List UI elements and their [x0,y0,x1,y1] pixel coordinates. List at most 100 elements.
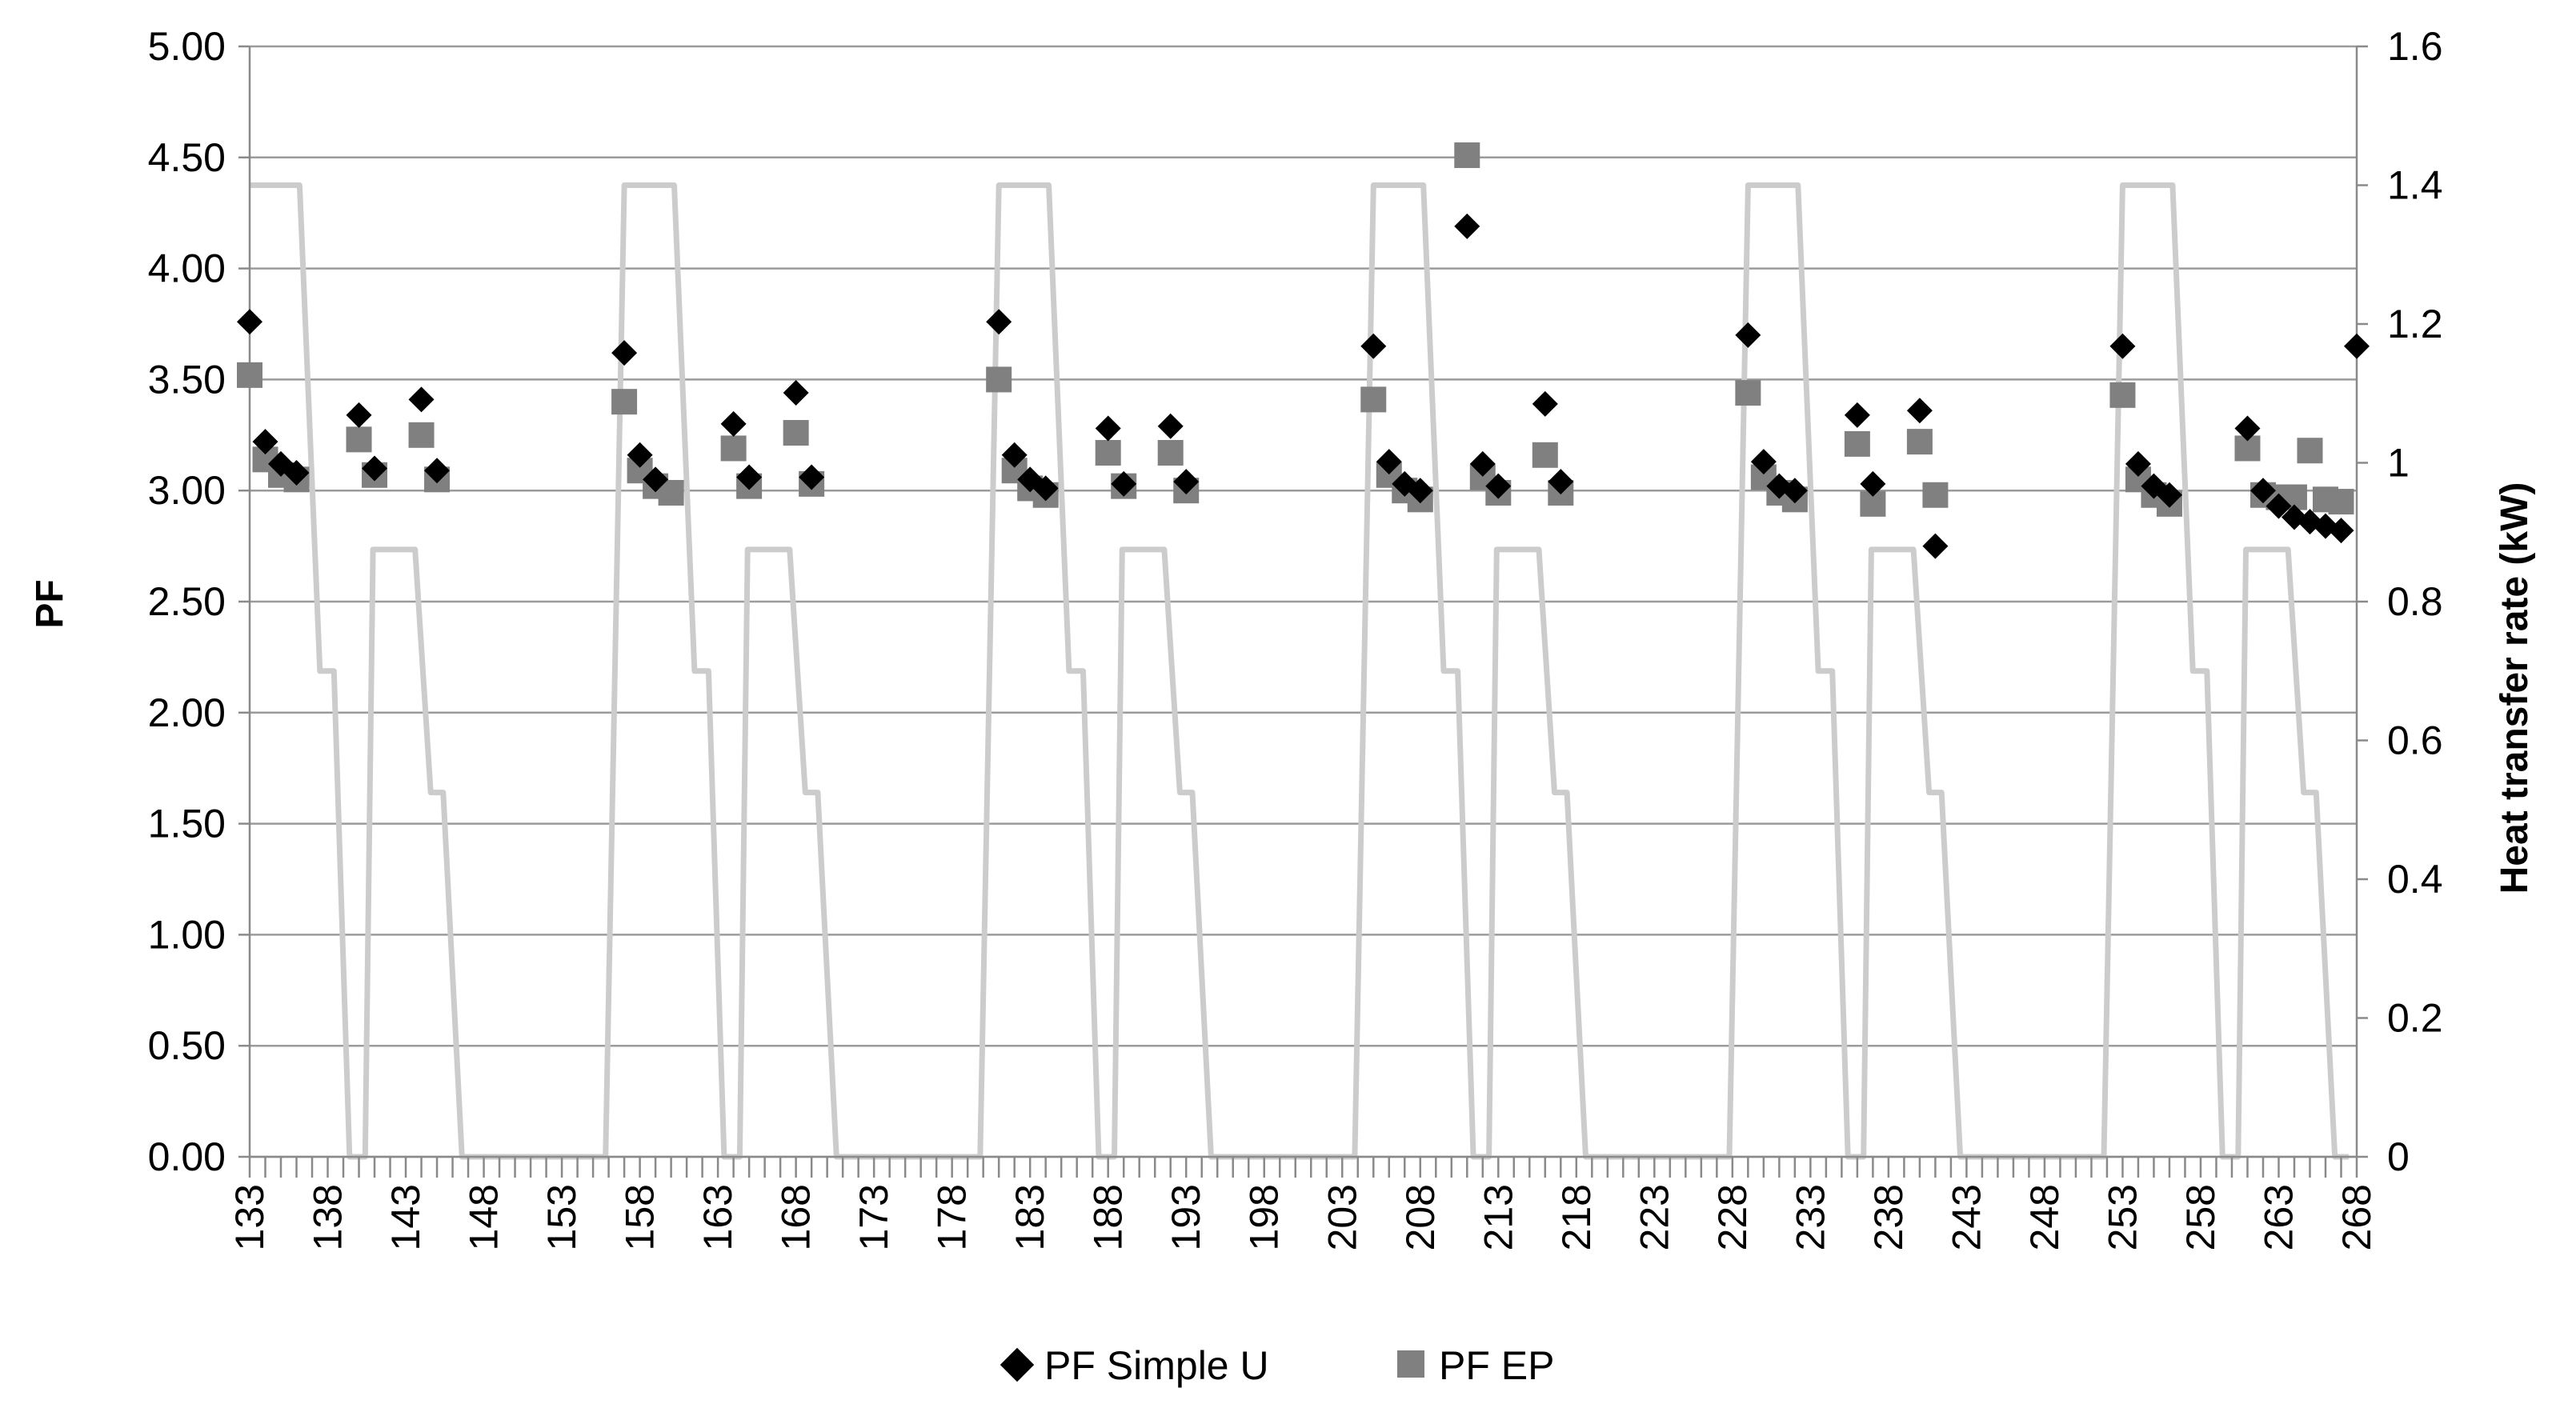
y-tick-label: 0.00 [148,1134,226,1179]
pf-simple-u-point [611,340,638,366]
x-tick-label: 143 [383,1184,428,1250]
pf-ep-point [1360,386,1387,413]
y-tick-label: 5.00 [148,24,226,69]
x-tick-label: 213 [1476,1184,1520,1250]
pf-ep-point [346,426,372,453]
pf-simple-u-point [1407,478,1433,504]
y2-axis-title: Heat transfer rate (kW) [2494,482,2536,894]
pf-simple-u-point [2125,450,2151,477]
pf-simple-u-point [1469,450,1496,477]
pf-ep-point [1454,142,1480,169]
pf-simple-u-point [1095,415,1121,442]
legend-marker-pf-simple-u [1000,1347,1035,1382]
x-tick-label: 168 [774,1184,819,1250]
x-tick-label: 153 [539,1184,584,1250]
pf-ep-point [1095,440,1121,466]
y2-tick-label: 1.6 [2387,24,2443,69]
x-tick-label: 248 [2022,1184,2067,1250]
pf-simple-u-point [1844,402,1870,428]
x-tick-label: 223 [1632,1184,1677,1250]
y2-tick-label: 0 [2387,1134,2410,1179]
x-tick-label: 238 [1866,1184,1911,1250]
pf-simple-u-point [736,464,763,490]
y-tick-label: 3.00 [148,468,226,513]
x-tick-label: 163 [695,1184,740,1250]
pf-simple-u-point [252,429,278,455]
pf-ep-point [2297,438,2323,464]
pf-simple-u-point [1735,322,1761,348]
pf-simple-u-point [986,309,1012,335]
x-tick-label: 253 [2100,1184,2145,1250]
y-tick-label: 4.50 [148,135,226,180]
pf-ep-point [986,366,1012,393]
x-tick-label: 263 [2256,1184,2301,1250]
pf-simple-u-point [2344,333,2370,359]
pf-simple-u-point [1532,390,1558,417]
pf-simple-u-point [1548,469,1574,495]
pf-simple-u-point [783,380,809,406]
y2-tick-label: 0.4 [2387,857,2443,902]
pf-simple-u-point [627,442,653,468]
x-axis-tick-labels: 133 138 143 148 153 158 163 168 173 178 183 188 193 1… [227,1184,2379,1250]
x-tick-label: 208 [1398,1184,1443,1250]
x-tick-label: 258 [2178,1184,2223,1250]
pf-ep-point [408,422,435,448]
pf-ep-point [2109,382,2136,408]
pf-simple-u-point [237,309,262,335]
x-tick-label: 268 [2334,1184,2379,1250]
pf-ep-point [1735,380,1761,406]
pf-simple-u-point [283,459,310,486]
legend: PF Simple U PF EP [1000,1343,1554,1388]
pf-ep-point [2328,489,2354,515]
pf-simple-u-point [1750,449,1777,475]
x-tick-label: 198 [1242,1184,1287,1250]
pf-simple-u-point [424,458,451,484]
pf-simple-u-point [2328,518,2354,544]
x-tick-label: 158 [618,1184,663,1250]
pf-simple-u-point [2249,478,2276,504]
x-tick-label: 138 [306,1184,351,1250]
axes [238,45,2368,1178]
y2-tick-label: 0.8 [2387,579,2443,624]
x-tick-label: 203 [1320,1184,1364,1250]
pf-ep-point [237,362,262,388]
pf-simple-u-point [1860,470,1886,497]
pf-simple-u-point [1111,470,1137,497]
pf-simple-u-point [1922,533,1949,559]
pf-simple-u-point [799,464,825,490]
y2-tick-label: 1 [2387,441,2410,486]
x-tick-label: 188 [1086,1184,1131,1250]
y-tick-label: 2.00 [148,690,226,735]
pf-simple-u-series [237,213,2370,559]
x-tick-label: 243 [1944,1184,1989,1250]
pf-simple-u-point [1485,473,1512,499]
pf-ep-point [720,435,747,462]
x-tick-label: 218 [1554,1184,1599,1250]
pf-simple-u-point [2266,493,2292,519]
legend-label-pf-simple-u: PF Simple U [1044,1343,1269,1388]
x-tick-label: 178 [930,1184,975,1250]
pf-simple-u-point [2156,482,2182,508]
y-tick-label: 2.50 [148,579,226,624]
pf-ep-point [1157,440,1184,466]
x-tick-label: 148 [462,1184,507,1250]
pf-simple-u-point [2234,415,2261,442]
x-tick-label: 183 [1008,1184,1052,1250]
pf-ep-point [1844,430,1870,457]
pf-simple-u-point [1157,413,1184,439]
pf-simple-u-point [362,455,388,482]
pf-ep-point [1922,482,1949,508]
y-axis-title: PF [29,579,71,628]
x-tick-label: 173 [851,1184,896,1250]
pf-simple-u-point [1454,213,1480,239]
pf-simple-u-point [720,410,747,437]
pf-simple-u-point [2109,333,2136,359]
pf-simple-u-point [1032,475,1059,502]
pf-simple-u-point [346,402,372,428]
pf-simple-u-point [1360,333,1387,359]
pf-simple-u-point [408,386,435,413]
x-tick-label: 228 [1710,1184,1755,1250]
left-axis-tick-labels: 0.00 0.50 1.00 1.50 2.00 2.50 3.00 3.50 4.00 4.50… [148,24,226,1179]
